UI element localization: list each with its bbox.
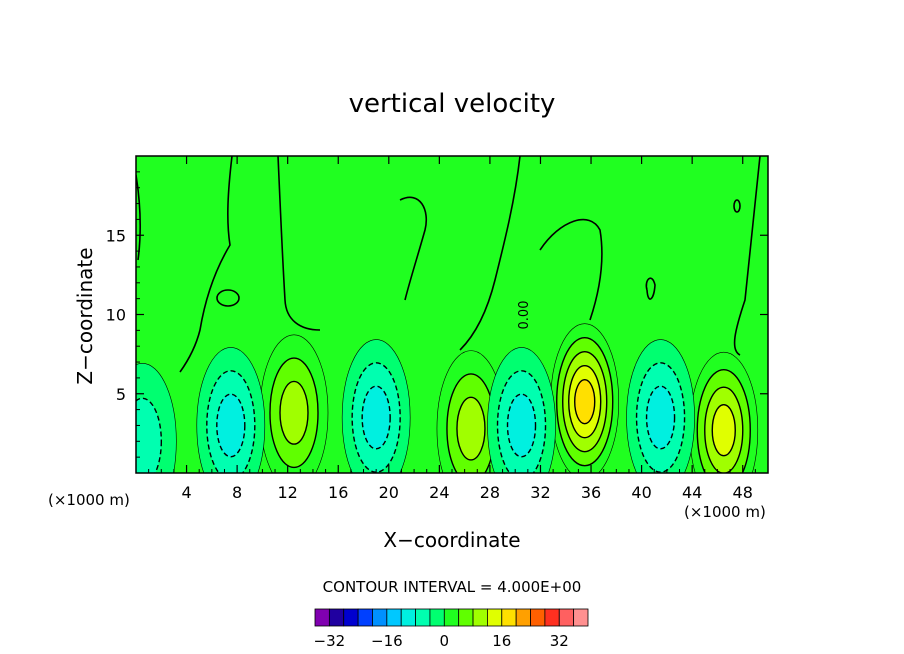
colorbar-swatch bbox=[328, 608, 345, 627]
contour-region-updraft-1-level-3 bbox=[711, 404, 736, 457]
x-tick-label: 48 bbox=[733, 483, 753, 502]
x-axis-label: X−coordinate bbox=[383, 528, 520, 552]
x-tick-label: 36 bbox=[581, 483, 601, 502]
y-tick-label: 10 bbox=[106, 306, 126, 325]
x-tick-label: 16 bbox=[328, 483, 348, 502]
colorbar-swatch bbox=[544, 608, 560, 627]
x-tick-label: 24 bbox=[429, 483, 449, 502]
colorbar-swatch bbox=[429, 608, 445, 627]
x-tick-label: 28 bbox=[480, 483, 500, 502]
x-tick-label: 40 bbox=[631, 483, 651, 502]
colorbar-swatch bbox=[386, 608, 402, 627]
colorbar-swatch bbox=[501, 608, 517, 627]
contour-fills bbox=[136, 323, 759, 473]
contour-interval-text: CONTOUR INTERVAL = 4.000E+00 bbox=[323, 578, 582, 596]
colorbar-tick-label: −16 bbox=[371, 632, 403, 650]
y-tick-label: 15 bbox=[106, 226, 126, 245]
colorbar-swatch bbox=[558, 608, 575, 627]
contour-region-updraft-2-level-2 bbox=[456, 396, 486, 461]
colorbar-tick-label: 0 bbox=[440, 632, 450, 650]
contour-region-downdraft-7-level-2 bbox=[645, 385, 676, 450]
colorbar-tick-label: 32 bbox=[550, 632, 569, 650]
x-axis-unit-left: (×1000 m) bbox=[48, 491, 130, 509]
x-tick-label: 32 bbox=[530, 483, 550, 502]
colorbar-swatch bbox=[400, 608, 416, 627]
x-axis-unit-right: (×1000 m) bbox=[684, 503, 766, 521]
y-tick-label: 5 bbox=[116, 385, 126, 404]
y-axis-label: Z−coordinate bbox=[73, 247, 97, 384]
contour-region-downdraft-5-level-2 bbox=[361, 385, 391, 450]
colorbar-swatch bbox=[515, 608, 531, 627]
colorbar-swatch bbox=[343, 608, 359, 627]
contour-region-downdraft-8-level-1 bbox=[136, 397, 163, 473]
zero-contour-label: 0.00 bbox=[517, 301, 532, 330]
colorbar-swatch bbox=[415, 608, 431, 627]
colorbar-swatch bbox=[573, 608, 589, 627]
colorbar bbox=[314, 608, 589, 627]
contour-region-downdraft-4-level-2 bbox=[216, 393, 246, 458]
colorbar-swatch bbox=[443, 608, 460, 627]
colorbar-swatch bbox=[357, 608, 373, 627]
colorbar-swatch bbox=[458, 608, 474, 627]
x-tick-label: 12 bbox=[278, 483, 298, 502]
colorbar-swatch bbox=[314, 608, 330, 627]
colorbar-tick-label: −32 bbox=[314, 632, 346, 650]
y-axis: 5 10 15 bbox=[106, 171, 768, 458]
colorbar-swatch bbox=[487, 608, 503, 627]
x-axis: 4 8 12 16 20 24 28 32 36 40 44 48 bbox=[148, 156, 756, 502]
x-tick-label: 44 bbox=[682, 483, 702, 502]
x-tick-label: 8 bbox=[232, 483, 242, 502]
colorbar-tick-label: 16 bbox=[492, 632, 511, 650]
chart-title: vertical velocity bbox=[349, 89, 556, 119]
x-tick-label: 20 bbox=[379, 483, 399, 502]
contour-region-downdraft-6-level-2 bbox=[506, 393, 537, 458]
colorbar-labels: −32 −16 0 16 32 bbox=[314, 632, 569, 650]
contour-region-updraft-0-level-4 bbox=[574, 378, 596, 425]
x-tick-label: 4 bbox=[181, 483, 191, 502]
colorbar-swatch bbox=[372, 608, 388, 627]
contour-region-updraft-3-level-2 bbox=[279, 380, 309, 445]
colorbar-swatch bbox=[472, 608, 488, 627]
colorbar-swatch bbox=[530, 608, 546, 627]
